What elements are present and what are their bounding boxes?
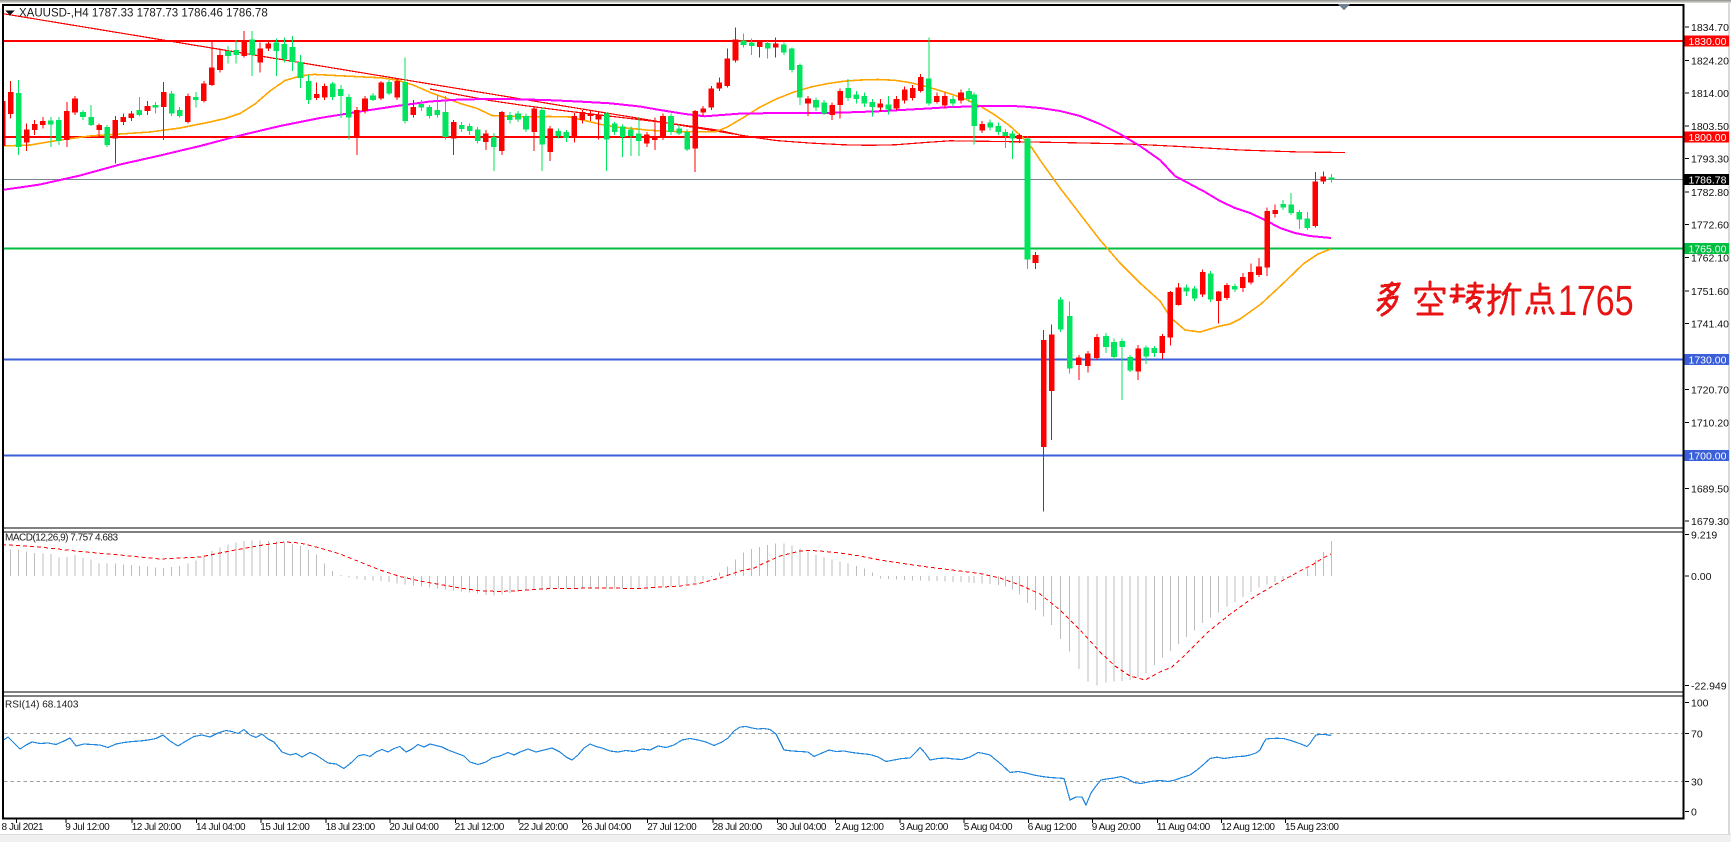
svg-text:20 Jul 04:00: 20 Jul 04:00 (389, 822, 439, 833)
svg-text:30: 30 (1691, 777, 1703, 789)
svg-text:26 Jul 04:00: 26 Jul 04:00 (582, 822, 632, 833)
svg-text:9 Aug 20:00: 9 Aug 20:00 (1092, 822, 1141, 833)
svg-text:1786.78: 1786.78 (1689, 174, 1727, 186)
svg-text:1824.20: 1824.20 (1691, 55, 1729, 67)
svg-text:21 Jul 12:00: 21 Jul 12:00 (455, 822, 505, 833)
svg-text:1751.60: 1751.60 (1691, 286, 1729, 298)
svg-text:100: 100 (1691, 698, 1709, 710)
svg-text:9 Jul 12:00: 9 Jul 12:00 (65, 822, 110, 833)
svg-text:11 Aug 04:00: 11 Aug 04:00 (1157, 822, 1211, 833)
svg-text:8 Jul 2021: 8 Jul 2021 (2, 822, 45, 833)
svg-text:1720.70: 1720.70 (1691, 384, 1729, 396)
svg-text:2 Aug 12:00: 2 Aug 12:00 (835, 822, 884, 833)
svg-text:1730.00: 1730.00 (1689, 355, 1727, 367)
svg-text:1834.70: 1834.70 (1691, 22, 1729, 34)
svg-text:1793.30: 1793.30 (1691, 154, 1729, 166)
svg-text:15 Aug 23:00: 15 Aug 23:00 (1285, 822, 1339, 833)
svg-text:1765.00: 1765.00 (1689, 244, 1727, 256)
svg-text:1803.50: 1803.50 (1691, 121, 1729, 133)
svg-text:1710.20: 1710.20 (1691, 418, 1729, 430)
svg-text:70: 70 (1691, 728, 1703, 740)
svg-text:RSI(14) 68.1403: RSI(14) 68.1403 (5, 700, 79, 711)
svg-text:1800.00: 1800.00 (1689, 132, 1727, 144)
svg-text:1814.00: 1814.00 (1691, 88, 1729, 100)
svg-text:6 Aug 12:00: 6 Aug 12:00 (1028, 822, 1077, 833)
svg-text:18 Jul 23:00: 18 Jul 23:00 (326, 822, 376, 833)
svg-text:0: 0 (1691, 807, 1697, 819)
svg-text:22 Jul 20:00: 22 Jul 20:00 (519, 822, 569, 833)
svg-text:27 Jul 12:00: 27 Jul 12:00 (647, 822, 697, 833)
svg-text:9.219: 9.219 (1691, 530, 1717, 542)
svg-text:1679.30: 1679.30 (1691, 516, 1729, 528)
svg-text:1765: 1765 (1558, 278, 1634, 325)
svg-text:1830.00: 1830.00 (1689, 36, 1727, 48)
svg-text:1741.40: 1741.40 (1691, 319, 1729, 331)
svg-text:XAUUSD-,H4 1787.33 1787.73 17: XAUUSD-,H4 1787.33 1787.73 1786.46 1786.… (19, 8, 268, 20)
svg-text:1772.60: 1772.60 (1691, 219, 1729, 231)
svg-text:5 Aug 04:00: 5 Aug 04:00 (964, 822, 1013, 833)
svg-text:15 Jul 12:00: 15 Jul 12:00 (260, 822, 310, 833)
svg-text:12 Aug 12:00: 12 Aug 12:00 (1221, 822, 1275, 833)
svg-text:28 Jul 20:00: 28 Jul 20:00 (713, 822, 763, 833)
svg-text:3 Aug 20:00: 3 Aug 20:00 (899, 822, 948, 833)
svg-text:1689.50: 1689.50 (1691, 484, 1729, 496)
svg-text:1762.10: 1762.10 (1691, 253, 1729, 265)
svg-text:1782.80: 1782.80 (1691, 187, 1729, 199)
svg-text:12 Jul 20:00: 12 Jul 20:00 (132, 822, 182, 833)
svg-text:MACD(12,26,9) 7.757 4.683: MACD(12,26,9) 7.757 4.683 (5, 533, 119, 544)
svg-text:0.00: 0.00 (1691, 571, 1712, 583)
svg-text:14 Jul 04:00: 14 Jul 04:00 (196, 822, 246, 833)
svg-text:1700.00: 1700.00 (1689, 450, 1727, 462)
svg-text:-22.949: -22.949 (1691, 681, 1727, 693)
svg-text:30 Jul 04:00: 30 Jul 04:00 (777, 822, 827, 833)
